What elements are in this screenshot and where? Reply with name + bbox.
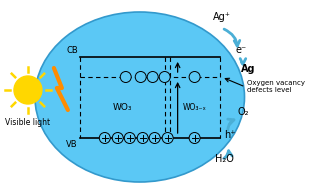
- FancyArrowPatch shape: [224, 29, 240, 46]
- Circle shape: [112, 132, 123, 143]
- Circle shape: [189, 132, 200, 143]
- Text: WO₃₋ₓ: WO₃₋ₓ: [183, 103, 206, 112]
- Text: CB: CB: [66, 46, 78, 55]
- Text: Ag⁺: Ag⁺: [213, 12, 231, 22]
- Circle shape: [120, 71, 131, 83]
- Circle shape: [189, 71, 200, 83]
- Circle shape: [135, 71, 146, 83]
- Circle shape: [159, 71, 170, 83]
- Circle shape: [99, 132, 110, 143]
- Text: e⁻: e⁻: [235, 45, 247, 55]
- Circle shape: [14, 76, 42, 104]
- Text: VB: VB: [66, 140, 78, 149]
- Text: O₂: O₂: [238, 107, 249, 117]
- FancyArrowPatch shape: [224, 151, 232, 158]
- Circle shape: [147, 71, 158, 83]
- Text: Visible light: Visible light: [5, 118, 50, 127]
- Text: WO₃: WO₃: [112, 103, 132, 112]
- FancyArrowPatch shape: [228, 119, 234, 130]
- Text: Oxygen vacancy
defects level: Oxygen vacancy defects level: [248, 80, 306, 93]
- Circle shape: [137, 132, 148, 143]
- Ellipse shape: [35, 12, 244, 182]
- Circle shape: [124, 132, 135, 143]
- Text: Ag: Ag: [241, 64, 255, 74]
- Circle shape: [162, 132, 173, 143]
- Circle shape: [149, 132, 160, 143]
- FancyArrowPatch shape: [240, 59, 246, 64]
- Text: H₂O: H₂O: [214, 154, 233, 164]
- Text: h⁺: h⁺: [224, 130, 236, 140]
